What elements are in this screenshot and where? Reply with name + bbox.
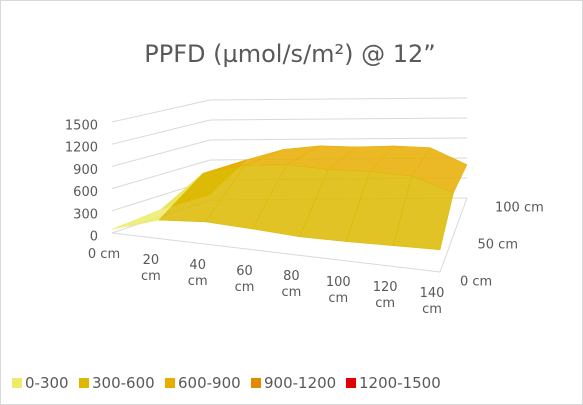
depth-tick-label: 0 cm bbox=[460, 275, 492, 290]
depth-tick-label: 50 cm bbox=[478, 238, 519, 253]
legend-item: 300-600 bbox=[79, 374, 155, 392]
x-axis bbox=[111, 232, 441, 273]
legend-item: 0-300 bbox=[12, 374, 69, 392]
z-tick-label: 1200 bbox=[65, 141, 98, 156]
legend-item: 1200-1500 bbox=[346, 374, 441, 392]
surface-patch bbox=[392, 175, 454, 251]
legend-label: 1200-1500 bbox=[359, 374, 441, 392]
z-tick-label: 300 bbox=[73, 207, 98, 222]
z-tick-label: 600 bbox=[73, 185, 98, 200]
x-tick-label: 80 cm bbox=[281, 269, 302, 301]
x-tick-label: 0 cm bbox=[87, 247, 121, 262]
legend-swatch bbox=[79, 378, 89, 388]
depth-axis bbox=[439, 197, 468, 273]
legend-item: 600-900 bbox=[165, 374, 241, 392]
legend-label: 600-900 bbox=[178, 374, 241, 392]
chart-title: PPFD (µmol/s/m²) @ 12” bbox=[144, 40, 436, 68]
grid-line bbox=[111, 117, 468, 145]
legend-swatch bbox=[12, 378, 22, 388]
legend-label: 0-300 bbox=[25, 374, 69, 392]
legend-swatch bbox=[165, 378, 175, 388]
x-tick-label: 100 cm bbox=[325, 274, 351, 306]
legend-label: 300-600 bbox=[92, 374, 155, 392]
grid-line bbox=[111, 137, 468, 167]
x-tick-label: 40 cm bbox=[187, 258, 208, 290]
legend-swatch bbox=[346, 378, 356, 388]
z-tick-label: 0 bbox=[90, 230, 98, 245]
z-tick-label: 900 bbox=[73, 163, 98, 178]
x-tick-label: 20 cm bbox=[140, 252, 161, 284]
z-tick-label: 1500 bbox=[65, 119, 98, 134]
legend-swatch bbox=[251, 378, 261, 388]
grid-line bbox=[111, 97, 468, 123]
x-tick-label: 140 cm bbox=[419, 286, 445, 317]
x-tick-label: 60 cm bbox=[234, 263, 255, 295]
legend-item: 900-1200 bbox=[251, 374, 336, 392]
x-tick-label: 120 cm bbox=[372, 280, 398, 312]
depth-tick-label: 100 cm bbox=[495, 201, 544, 216]
legend-label: 900-1200 bbox=[264, 374, 337, 392]
